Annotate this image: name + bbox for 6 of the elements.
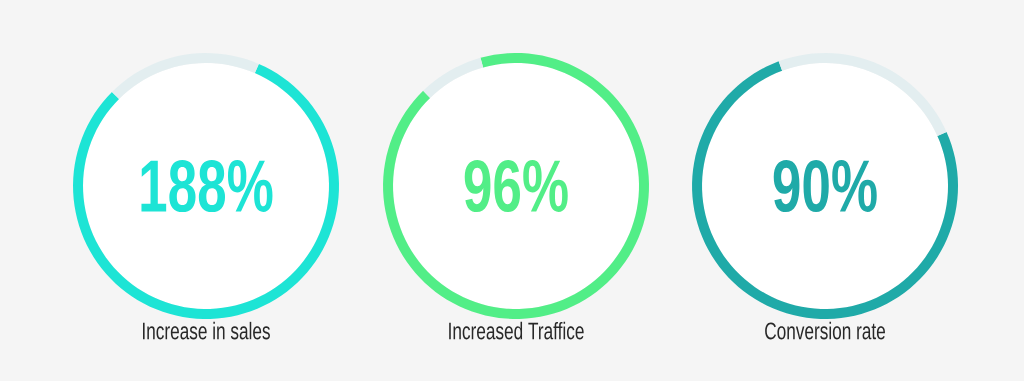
text: Conversion rate	[765, 321, 885, 340]
text: 96%	[464, 159, 568, 213]
text: 90%	[773, 159, 877, 213]
text: 188%	[141, 159, 273, 213]
text: Increased Traffice	[449, 321, 584, 340]
text: Increase in sales	[143, 321, 270, 340]
